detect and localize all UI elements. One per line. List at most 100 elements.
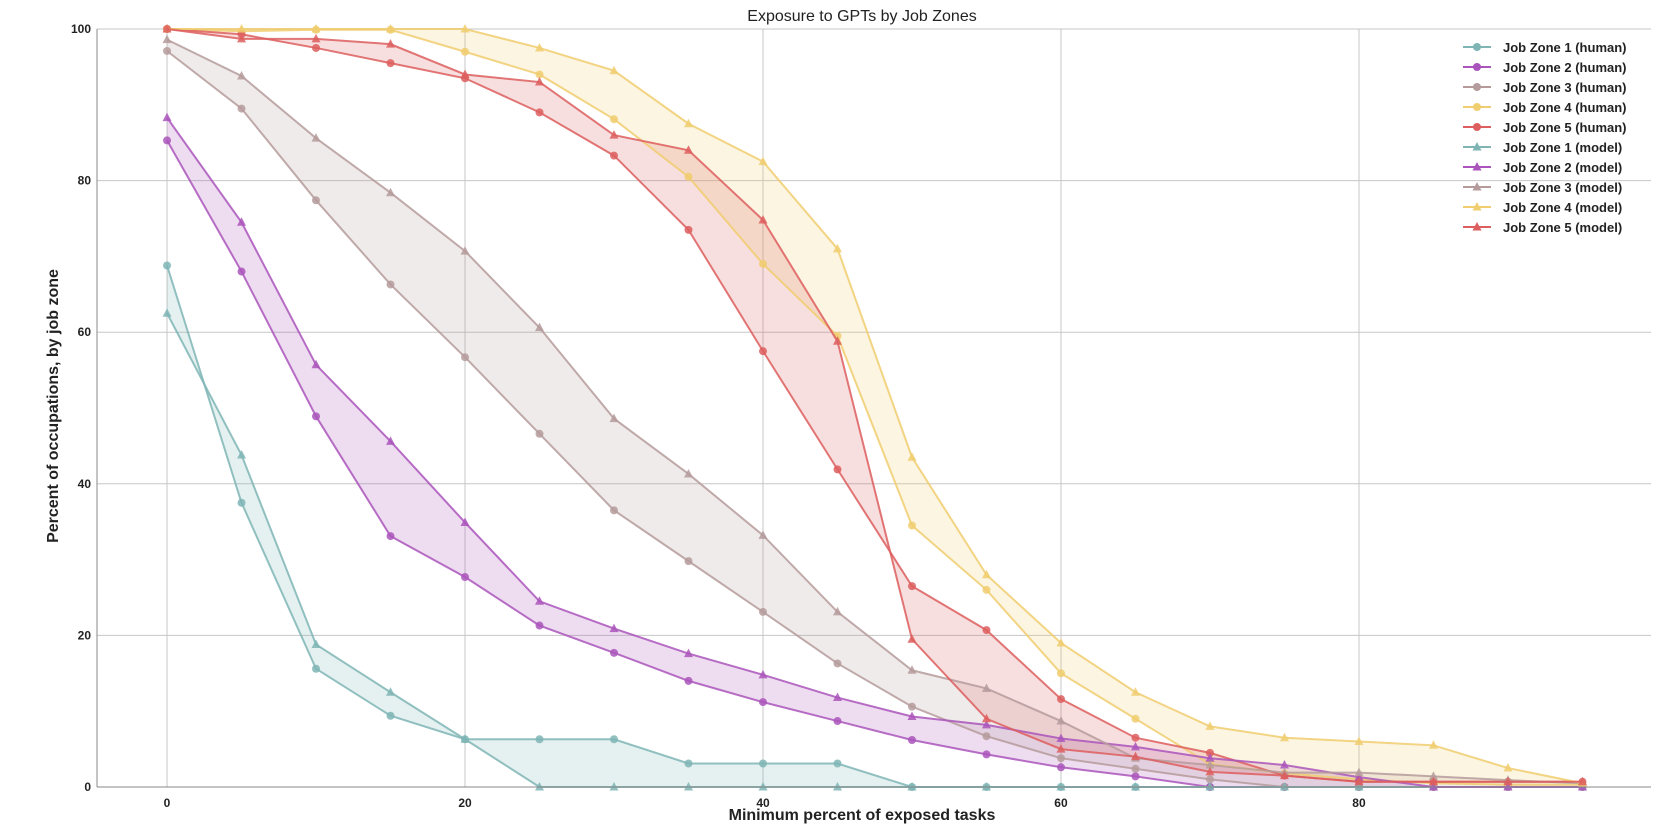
point-job-zone-4-human: [1056, 669, 1065, 678]
shaded-areas: [167, 29, 1583, 788]
point-job-zone-3-human: [461, 353, 470, 362]
point-job-zone-4-model: [1056, 637, 1066, 647]
point-job-zone-3-model: [1056, 716, 1066, 725]
point-job-zone-2-model: [1428, 782, 1438, 791]
point-job-zone-1-model: [1130, 782, 1140, 791]
point-job-zone-2-human: [684, 676, 693, 685]
point-job-zone-4-model: [535, 42, 545, 52]
legend-item-job-zone-3-model: Job Zone 3 (model): [1463, 180, 1622, 195]
point-job-zone-3-model: [535, 322, 545, 332]
point-job-zone-3-human: [684, 557, 693, 566]
point-job-zone-5-model: [237, 33, 247, 43]
x-tick-label: 0: [164, 796, 171, 810]
point-job-zone-4-model: [237, 24, 247, 33]
point-job-zone-1-human: [610, 735, 619, 744]
point-job-zone-2-model: [907, 711, 917, 721]
point-job-zone-2-human: [610, 648, 619, 657]
point-job-zone-5-model: [1354, 776, 1364, 786]
line-job-zone-4-model: [167, 28, 1583, 785]
point-job-zone-4-model: [1428, 740, 1438, 749]
point-job-zone-2-human: [833, 717, 842, 726]
legend-label: Job Zone 4 (model): [1503, 200, 1622, 215]
legend-marker: [1472, 222, 1482, 231]
point-job-zone-5-model: [907, 634, 917, 643]
point-job-zone-1-human: [759, 759, 767, 768]
legend-item-job-zone-5-human: Job Zone 5 (human): [1463, 120, 1627, 135]
point-job-zone-3-model: [758, 530, 768, 539]
point-job-zone-4-model: [1130, 687, 1140, 696]
point-job-zone-2-human: [1131, 772, 1140, 781]
legend-marker: [1473, 103, 1481, 111]
point-job-zone-2-model: [386, 436, 396, 445]
point-job-zone-1-human: [386, 711, 395, 720]
point-job-zone-5-model: [758, 215, 768, 224]
legend-label: Job Zone 3 (human): [1503, 80, 1627, 95]
series-lines: [162, 24, 1587, 791]
point-job-zone-5-model: [1130, 751, 1140, 761]
point-job-zone-1-human: [684, 759, 693, 768]
point-job-zone-5-model: [609, 130, 619, 139]
legend-label: Job Zone 5 (human): [1503, 120, 1627, 135]
point-job-zone-2-model: [609, 623, 619, 633]
legend-label: Job Zone 2 (human): [1503, 60, 1627, 75]
point-job-zone-2-model: [758, 669, 768, 679]
point-job-zone-5-model: [162, 24, 172, 33]
point-job-zone-2-human: [312, 412, 321, 421]
legend-item-job-zone-4-human: Job Zone 4 (human): [1463, 100, 1627, 115]
point-job-zone-3-model: [832, 606, 842, 616]
point-job-zone-4-model: [981, 569, 991, 579]
band-job-zone-4: [167, 29, 1583, 785]
point-job-zone-3-human: [833, 659, 842, 668]
legend-item-job-zone-5-model: Job Zone 5 (model): [1463, 220, 1622, 235]
point-job-zone-1-human: [535, 735, 544, 744]
point-job-zone-1-model: [237, 449, 247, 459]
point-job-zone-5-model: [981, 713, 991, 723]
point-job-zone-2-model: [237, 217, 247, 226]
point-job-zone-3-human: [535, 429, 544, 438]
legend-marker: [1472, 182, 1482, 191]
point-job-zone-4-human: [684, 172, 693, 181]
x-tick-label: 80: [1352, 796, 1366, 810]
legend-item-job-zone-4-model: Job Zone 4 (model): [1463, 200, 1622, 215]
point-job-zone-5-model: [1503, 776, 1513, 786]
point-job-zone-2-model: [1503, 782, 1513, 791]
point-job-zone-3-model: [907, 665, 917, 674]
point-job-zone-2-human: [982, 750, 991, 759]
point-job-zone-4-model: [1279, 732, 1289, 742]
legend-item-job-zone-2-human: Job Zone 2 (human): [1463, 60, 1627, 75]
x-axis-label: Minimum percent of exposed tasks: [729, 807, 996, 824]
point-job-zone-5-model: [684, 145, 694, 154]
point-job-zone-3-model: [460, 246, 470, 255]
point-job-zone-5-model: [1056, 744, 1066, 753]
point-job-zone-5-human: [759, 347, 767, 356]
point-job-zone-4-human: [982, 585, 991, 594]
point-job-zone-4-human: [759, 259, 767, 268]
point-job-zone-2-human: [237, 267, 246, 276]
chart-title: Exposure to GPTs by Job Zones: [747, 8, 976, 25]
point-job-zone-2-model: [460, 517, 470, 526]
point-job-zone-4-human: [907, 521, 916, 530]
point-job-zone-1-human: [312, 664, 321, 673]
x-tick-label: 60: [1054, 796, 1068, 810]
point-job-zone-1-model: [907, 782, 917, 791]
point-job-zone-2-human: [461, 573, 470, 582]
point-job-zone-2-model: [1279, 760, 1289, 769]
point-job-zone-3-model: [1205, 760, 1215, 769]
point-job-zone-4-model: [609, 65, 619, 75]
point-job-zone-1-model: [1056, 782, 1066, 791]
series-job-zone-5-model: [162, 24, 1587, 786]
axes: [96, 29, 1651, 788]
point-job-zone-2-model: [535, 596, 545, 605]
point-job-zone-3-model: [1428, 771, 1438, 780]
point-job-zone-1-model: [311, 639, 321, 648]
point-job-zone-2-model: [684, 648, 694, 658]
point-job-zone-3-human: [610, 506, 619, 515]
y-tick-label: 60: [78, 325, 92, 339]
point-job-zone-1-model: [981, 782, 991, 791]
point-job-zone-2-human: [907, 736, 916, 745]
point-job-zone-5-model: [1577, 776, 1587, 786]
x-tick-label: 40: [756, 796, 770, 810]
legend-label: Job Zone 2 (model): [1503, 160, 1622, 175]
point-job-zone-4-model: [386, 24, 396, 33]
point-job-zone-5-model: [1205, 766, 1215, 776]
